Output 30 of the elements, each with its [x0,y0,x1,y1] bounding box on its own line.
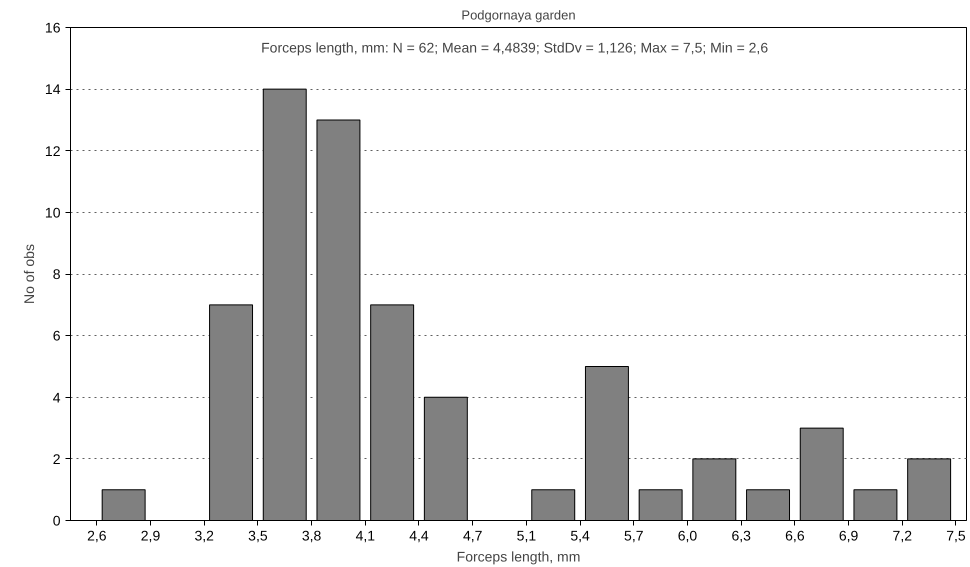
y-tick-label: 4 [52,389,61,406]
x-tick-label: 3,8 [302,528,322,544]
x-tick-label: 5,7 [624,528,644,544]
x-tick-label: 4,7 [462,528,483,544]
x-tick-label: 2,6 [87,528,107,544]
y-tick-label: 6 [52,328,61,344]
x-axis-title: Forceps length, mm [456,548,580,564]
annotation: Forceps length, mm: N = 62; Mean = 4,4839; StdDv = 1,126; Max = 7,5; Min = 2,6 [261,40,768,56]
y-tick-label: 2 [52,450,61,467]
x-tick-label: 7,5 [946,528,966,544]
x-tick-label: 5,4 [570,528,590,544]
x-tick-label: 3,2 [194,528,214,544]
y-tick-label: 14 [44,81,61,98]
x-tick-label: 6,0 [678,528,698,544]
x-tick-label: 6,6 [785,528,805,544]
y-tick-label: 0 [52,512,61,528]
y-tick-label: 16 [44,20,61,36]
y-tick-label: 8 [52,266,61,282]
y-axis-title: No of obs [20,244,37,304]
x-tick-label: 6,9 [838,528,859,544]
x-tick-label: 2,9 [140,528,160,544]
y-tick-label: 12 [44,142,61,159]
x-tick-label: 6,3 [731,528,752,544]
x-tick-label: 4,1 [356,528,376,544]
chart-title: Podgornaya garden [461,8,576,22]
x-tick-label: 3,5 [248,528,268,544]
y-tick-label: 10 [44,204,61,220]
x-tick-label: 4,4 [409,528,429,544]
x-tick-label: 7,2 [892,528,912,544]
x-tick-label: 5,1 [516,528,536,544]
